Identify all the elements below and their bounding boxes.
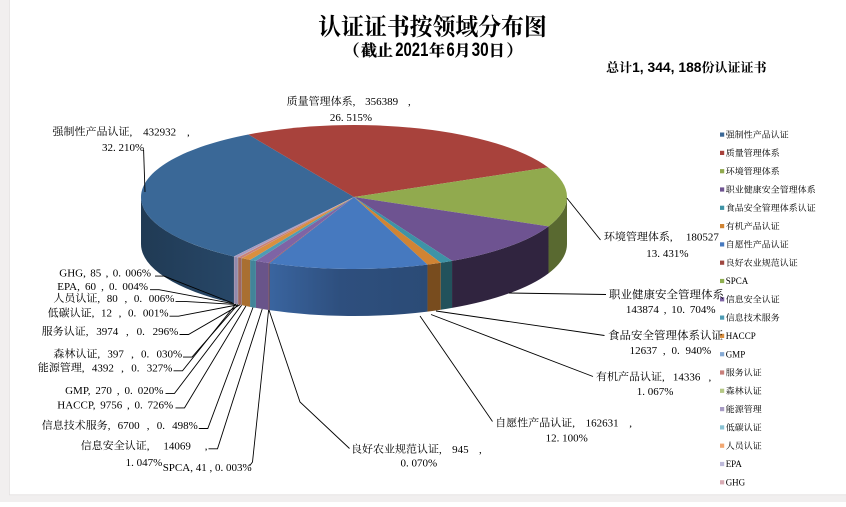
svg-text:32. 210%: 32. 210% xyxy=(102,142,144,154)
svg-text:, 14336 ,: , 14336 , xyxy=(662,371,711,383)
svg-text:, 80 , 0. 006%: , 80 , 0. 006% xyxy=(97,293,174,305)
svg-text:GHG, 85 , 0. 006%: GHG, 85 , 0. 006% xyxy=(59,268,151,280)
svg-text:1, 344, 188: 1, 344, 188 xyxy=(632,60,702,75)
svg-text:GHG: GHG xyxy=(726,478,746,488)
svg-text:, 14069 ,: , 14069 , xyxy=(147,440,208,452)
svg-text:, 945 ,: , 945 , xyxy=(439,444,482,456)
svg-text:30: 30 xyxy=(472,40,489,61)
svg-text:26. 515%: 26. 515% xyxy=(330,112,372,124)
svg-text:, 4392 , 0. 327%: , 4392 , 0. 327% xyxy=(82,362,173,374)
svg-text:2021: 2021 xyxy=(395,40,429,61)
svg-text:GMP: GMP xyxy=(726,349,746,359)
svg-text:EPA: EPA xyxy=(726,459,743,469)
svg-text:SPCA, 41 , 0. 003%: SPCA, 41 , 0. 003% xyxy=(163,462,252,474)
svg-text:SPCA: SPCA xyxy=(726,276,749,286)
svg-text:1. 067%: 1. 067% xyxy=(637,386,674,398)
svg-text:, 432932 ,: , 432932 , xyxy=(130,126,191,138)
svg-text:6: 6 xyxy=(447,40,455,61)
svg-text:12. 100%: 12. 100% xyxy=(546,432,588,444)
svg-text:, 6700 , 0. 498%: , 6700 , 0. 498% xyxy=(108,420,198,432)
svg-text:, 397 , 0. 030%: , 397 , 0. 030% xyxy=(97,349,182,361)
svg-text:1. 047%: 1. 047% xyxy=(126,457,163,469)
svg-text:EPA, 60 , 0. 004%: EPA, 60 , 0. 004% xyxy=(57,281,148,293)
svg-text:143874 , 10. 704%: 143874 , 10. 704% xyxy=(626,304,716,316)
svg-text:, 162631 ,: , 162631 , xyxy=(572,418,632,430)
svg-text:, 180527: , 180527 xyxy=(670,231,720,243)
svg-text:GMP, 270 , 0. 020%: GMP, 270 , 0. 020% xyxy=(65,385,163,397)
svg-text:13. 431%: 13. 431% xyxy=(646,248,688,260)
svg-text:HACCP, 9756 , 0. 726%: HACCP, 9756 , 0. 726% xyxy=(57,399,173,411)
svg-text:, 12 , 0. 001%: , 12 , 0. 001% xyxy=(92,308,169,320)
svg-text:0. 070%: 0. 070% xyxy=(401,457,438,469)
svg-text:12637 , 0. 940%: 12637 , 0. 940% xyxy=(630,345,712,357)
svg-text:, 356389 ,: , 356389 , xyxy=(353,96,411,108)
svg-text:, 3974 , 0. 296%: , 3974 , 0. 296% xyxy=(86,326,179,338)
svg-text:HACCP: HACCP xyxy=(726,331,756,341)
